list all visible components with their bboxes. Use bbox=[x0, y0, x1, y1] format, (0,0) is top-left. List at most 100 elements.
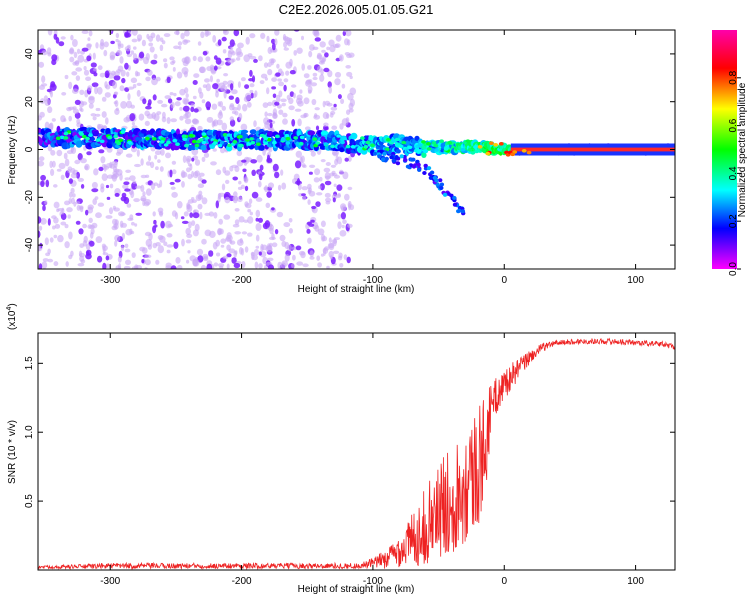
noise-cell bbox=[56, 149, 63, 157]
noise-cell bbox=[199, 91, 204, 99]
noise-cell bbox=[255, 234, 260, 242]
peak-cell bbox=[245, 138, 250, 142]
noise-cell bbox=[119, 220, 124, 228]
noise-cell bbox=[241, 261, 246, 268]
colorbar-tick-label: 0.2 bbox=[728, 214, 739, 228]
noise-cell bbox=[49, 83, 57, 91]
noise-cell bbox=[243, 178, 248, 182]
noise-cell bbox=[346, 71, 353, 77]
noise-cell bbox=[266, 35, 270, 43]
noise-cell bbox=[315, 201, 321, 208]
snr-exponent-base: (x10 bbox=[7, 310, 18, 330]
noise-cell bbox=[274, 30, 280, 36]
noise-cell bbox=[124, 188, 131, 192]
peak-cell bbox=[263, 136, 269, 141]
noise-cell bbox=[114, 234, 121, 242]
noise-cell bbox=[77, 177, 85, 182]
noise-cell bbox=[249, 211, 253, 216]
noise-cell bbox=[315, 125, 320, 131]
noise-cell bbox=[272, 108, 278, 117]
noise-cell bbox=[41, 50, 48, 56]
noise-cell bbox=[260, 73, 268, 79]
peak-cell bbox=[95, 138, 101, 142]
peak-cell bbox=[250, 140, 256, 145]
noise-cell bbox=[51, 160, 56, 168]
peak-cell bbox=[330, 144, 335, 149]
noise-cell bbox=[154, 150, 162, 156]
noise-cell bbox=[166, 249, 171, 254]
noise-cell bbox=[262, 102, 269, 108]
x-tick-label: -200 bbox=[232, 275, 252, 286]
noise-cell bbox=[111, 160, 119, 166]
noise-cell bbox=[105, 215, 113, 219]
noise-cell bbox=[270, 58, 275, 66]
noise-cell bbox=[267, 112, 273, 117]
noise-cell bbox=[258, 217, 263, 223]
band-cell bbox=[320, 131, 329, 136]
noise-cell bbox=[347, 39, 351, 46]
noise-cell bbox=[322, 56, 327, 63]
noise-cell bbox=[181, 171, 188, 178]
branch-cell bbox=[417, 167, 422, 172]
noise-cell bbox=[145, 161, 152, 166]
noise-cell bbox=[119, 56, 124, 64]
noise-cell bbox=[58, 162, 66, 170]
noise-cell bbox=[68, 198, 72, 204]
noise-cell bbox=[278, 81, 285, 87]
noise-cell bbox=[87, 37, 91, 42]
noise-cell bbox=[308, 79, 313, 84]
noise-cell bbox=[47, 258, 54, 263]
noise-cell bbox=[82, 223, 87, 229]
noise-cell bbox=[120, 69, 126, 77]
noise-cell bbox=[291, 84, 297, 88]
noise-cell bbox=[92, 116, 97, 121]
peak-cell bbox=[151, 137, 157, 141]
noise-cell bbox=[206, 106, 211, 111]
noise-cell bbox=[112, 94, 117, 99]
y-tick-label: -20 bbox=[24, 190, 35, 205]
noise-cell bbox=[174, 178, 181, 183]
noise-cell bbox=[119, 212, 126, 216]
noise-cell bbox=[180, 32, 185, 40]
noise-cell bbox=[264, 220, 271, 228]
peak-cell bbox=[259, 133, 265, 138]
noise-cell bbox=[308, 50, 313, 58]
y-tick-label: 0.5 bbox=[24, 494, 35, 508]
noise-cell bbox=[234, 110, 239, 116]
noise-cell bbox=[94, 86, 98, 95]
noise-cell bbox=[193, 73, 200, 78]
noise-cell bbox=[85, 76, 92, 82]
noise-cell bbox=[311, 98, 317, 106]
noise-cell bbox=[64, 224, 69, 229]
branch-cell bbox=[411, 157, 416, 162]
noise-cell bbox=[345, 65, 352, 69]
noise-cell bbox=[170, 101, 175, 109]
noise-cell bbox=[303, 73, 310, 79]
noise-cell bbox=[265, 121, 270, 125]
noise-cell bbox=[65, 261, 69, 267]
noise-cell bbox=[244, 246, 249, 253]
peak-cell bbox=[275, 134, 280, 139]
noise-cell bbox=[237, 103, 241, 111]
snr-y-title: SNR (10 * v/v) bbox=[7, 420, 18, 484]
noise-cell bbox=[173, 241, 179, 249]
noise-cell bbox=[80, 259, 86, 264]
band-cell bbox=[307, 130, 316, 136]
noise-cell bbox=[283, 41, 288, 48]
noise-cell bbox=[86, 55, 92, 62]
branch-cell bbox=[422, 171, 427, 175]
noise-cell bbox=[76, 48, 81, 55]
noise-cell bbox=[231, 89, 238, 95]
noise-cell bbox=[141, 259, 145, 264]
noise-cell bbox=[140, 174, 147, 179]
noise-cell bbox=[309, 250, 314, 258]
noise-cell bbox=[186, 233, 193, 238]
noise-cell bbox=[217, 263, 225, 268]
noise-cell bbox=[60, 212, 67, 221]
peak-cell bbox=[365, 140, 371, 145]
noise-cell bbox=[241, 159, 247, 163]
noise-cell bbox=[70, 187, 75, 194]
branch-cell bbox=[438, 178, 443, 183]
noise-cell bbox=[157, 99, 164, 104]
branch-cell bbox=[415, 159, 420, 164]
